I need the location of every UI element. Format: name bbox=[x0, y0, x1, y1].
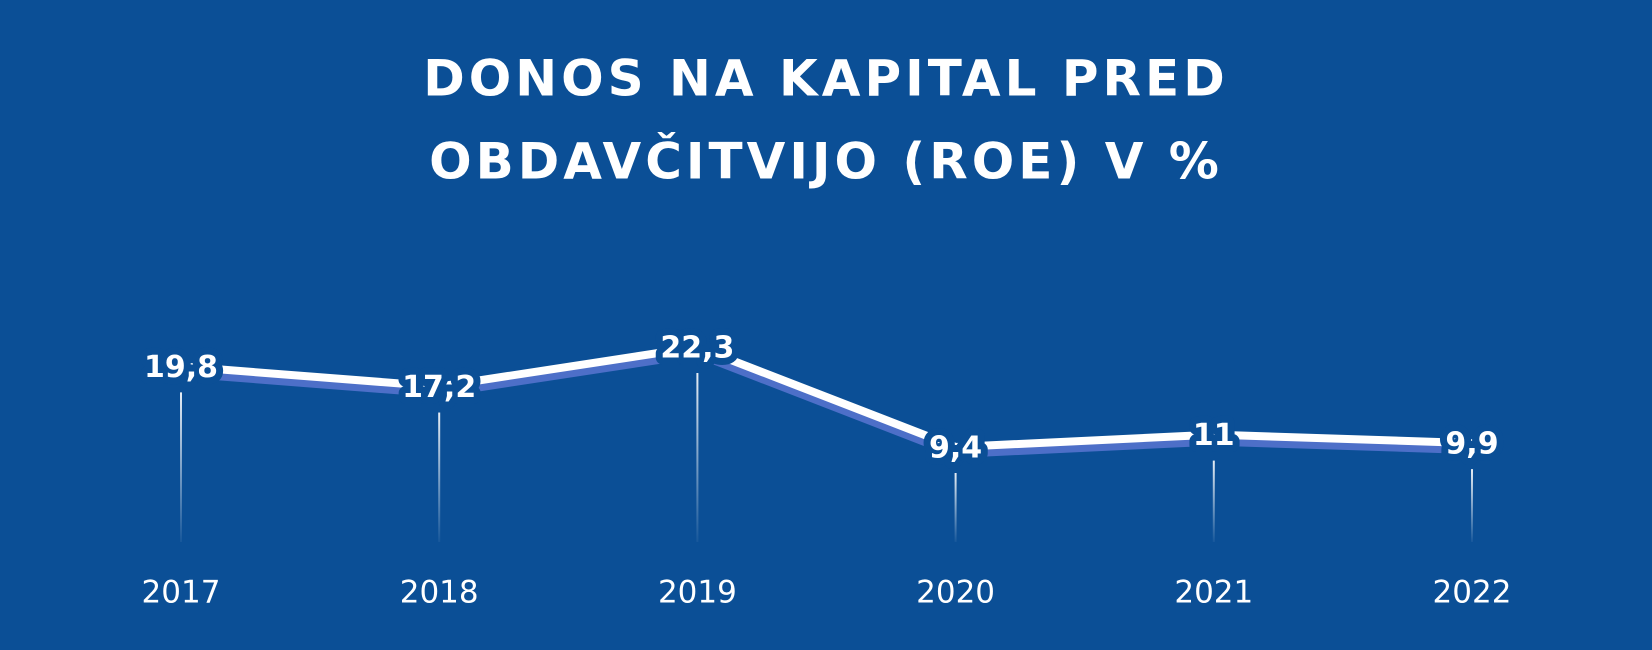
value-label: 11 bbox=[1193, 418, 1235, 453]
drop-line bbox=[1212, 460, 1215, 542]
x-tick-label: 2020 bbox=[916, 575, 995, 611]
x-tick-label: 2019 bbox=[658, 575, 737, 611]
value-label: 17,2 bbox=[402, 370, 476, 405]
chart-title: OBDAVČITVIJO (ROE) V % bbox=[429, 132, 1223, 191]
chart-title: DONOS NA KAPITAL PRED bbox=[423, 50, 1228, 108]
plot: 2017 2018 2019 2020 2021 2022 19,8 17,2 22,3 9,4 1… bbox=[137, 324, 1512, 611]
drop-line bbox=[954, 473, 957, 542]
line bbox=[180, 343, 1473, 451]
x-tick-label: 2021 bbox=[1174, 575, 1253, 611]
drop-line bbox=[438, 412, 441, 542]
x-tick-label: 2018 bbox=[400, 575, 479, 611]
value-label: 19,8 bbox=[144, 350, 218, 385]
value-label: 9,4 bbox=[929, 431, 982, 466]
value-label: 22,3 bbox=[660, 331, 734, 366]
drop-line bbox=[1471, 469, 1473, 542]
x-tick-label: 2022 bbox=[1433, 575, 1512, 611]
value-label: 9,9 bbox=[1445, 427, 1498, 462]
line-shadow bbox=[180, 350, 1473, 458]
x-tick-label: 2017 bbox=[142, 575, 221, 611]
drop-line bbox=[180, 392, 182, 542]
drop-line bbox=[696, 373, 699, 542]
